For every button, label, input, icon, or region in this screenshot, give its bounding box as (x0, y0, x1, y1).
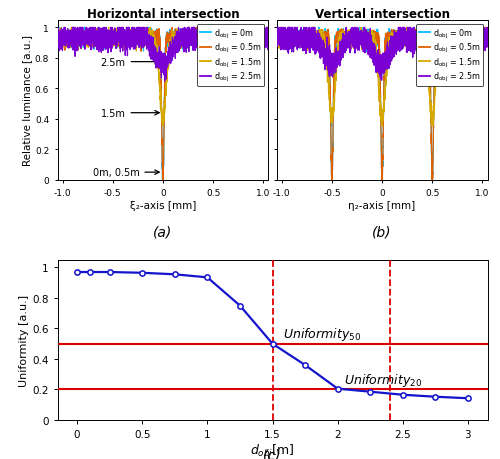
Text: (c): (c) (264, 448, 281, 459)
X-axis label: ξ₂-axis [mm]: ξ₂-axis [mm] (130, 201, 196, 210)
Text: 2.5m: 2.5m (100, 57, 159, 67)
Text: (b): (b) (372, 225, 392, 239)
Title: Horizontal intersection: Horizontal intersection (86, 8, 239, 21)
Legend: $\mathrm{d_{obj}}$ = 0m, $\mathrm{d_{obj}}$ = 0.5m, $\mathrm{d_{obj}}$ = 1.5m, $: $\mathrm{d_{obj}}$ = 0m, $\mathrm{d_{obj… (197, 25, 264, 87)
Legend: $\mathrm{d_{obj}}$ = 0m, $\mathrm{d_{obj}}$ = 0.5m, $\mathrm{d_{obj}}$ = 1.5m, $: $\mathrm{d_{obj}}$ = 0m, $\mathrm{d_{obj… (416, 25, 484, 87)
Text: 1.5m: 1.5m (100, 108, 159, 118)
Text: 0m, 0.5m: 0m, 0.5m (92, 168, 159, 178)
Text: $\mathit{Uniformity}_{20}$: $\mathit{Uniformity}_{20}$ (344, 371, 422, 388)
Y-axis label: Relative luminance [a.u.]: Relative luminance [a.u.] (22, 35, 32, 166)
Y-axis label: Uniformity [a.u.]: Uniformity [a.u.] (19, 294, 29, 386)
Title: Vertical intersection: Vertical intersection (314, 8, 450, 21)
Text: $\mathit{Uniformity}_{50}$: $\mathit{Uniformity}_{50}$ (283, 325, 361, 342)
X-axis label: $d_{obj}$[m]: $d_{obj}$[m] (250, 442, 294, 459)
X-axis label: η₂-axis [mm]: η₂-axis [mm] (348, 201, 416, 210)
Text: (a): (a) (154, 225, 172, 239)
